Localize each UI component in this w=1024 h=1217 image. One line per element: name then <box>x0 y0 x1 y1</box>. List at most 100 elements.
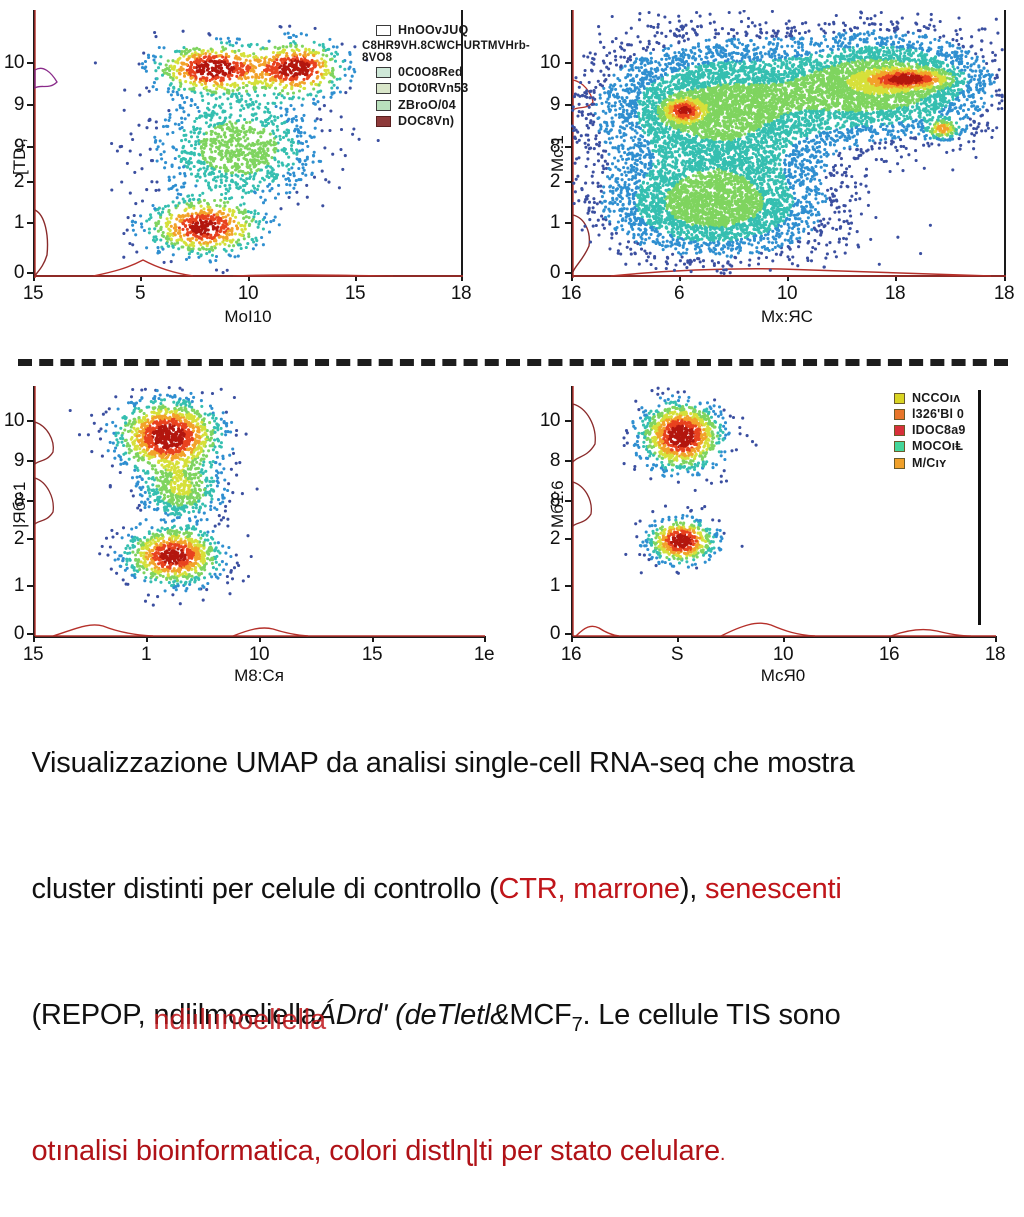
y-tick-label: 9 <box>13 450 25 471</box>
legend-item-label: 0C0O8Red <box>398 65 463 80</box>
x-tick <box>895 275 897 281</box>
y-tick-label: 10 <box>3 410 25 431</box>
density-scatter-cloud <box>33 10 461 275</box>
legend-item-label: IDOC8а9 <box>912 423 966 438</box>
x-tick <box>355 275 357 281</box>
caption-line2-text-b: ), <box>679 873 706 905</box>
density-scatter-cloud <box>571 10 1004 275</box>
legend-item[interactable]: DOt0RVn53 <box>376 82 530 95</box>
marginal-density-curves <box>572 386 996 637</box>
y-tick-label: 0 <box>13 623 25 644</box>
legend-item-label: NCCOıʌ <box>912 391 961 405</box>
y-tick-label: 10 <box>539 410 561 431</box>
y-tick-label: 1 <box>13 575 25 596</box>
legend-swatch <box>376 99 391 111</box>
y-tick <box>27 104 33 106</box>
x-tick-label: 16 <box>560 644 582 665</box>
caption-line3-garble2: ÁDrdʹ (deTletl& <box>316 999 510 1031</box>
panel-top-left: 10 9 9 2 1 0 [TD:; 15 5 10 15 18 MoI10 <box>0 0 530 345</box>
x-tick <box>33 275 35 281</box>
legend-top-left: HnOOvJUQ C8HR9VH.8CWCHURTMVHrb-8VO8 0C0O… <box>362 23 530 131</box>
y-tick-label: 9 <box>13 94 25 115</box>
y-tick <box>27 181 33 183</box>
x-tick-label: 18 <box>884 283 906 304</box>
x-tick <box>146 636 148 642</box>
x-tick-label: 18 <box>984 644 1006 665</box>
x-tick-label: 10 <box>237 283 259 304</box>
legend-divider <box>978 390 981 625</box>
x-tick-label: 16 <box>560 283 582 304</box>
y-tick <box>565 585 571 587</box>
y-tick <box>565 181 571 183</box>
y-tick <box>27 460 33 462</box>
y-tick-label: 8 <box>549 450 561 471</box>
legend-item[interactable]: M/Cıʏ <box>894 455 966 470</box>
legend-item[interactable]: NCCOıʌ <box>894 391 966 405</box>
x-tick <box>889 636 891 642</box>
legend-item[interactable]: MOCOıⱠ <box>894 440 966 453</box>
x-tick-label: 16 <box>878 644 900 665</box>
y-tick <box>27 272 33 274</box>
y-tick <box>27 538 33 540</box>
x-tick-label: 10 <box>772 644 794 665</box>
y-tick-label: 8 <box>549 490 561 511</box>
x-axis-title: Mх:ЯC <box>761 307 813 326</box>
y-axis-title: Mб1:6 <box>548 480 567 528</box>
caption-line3-mcf: MCF <box>509 999 572 1031</box>
y-tick <box>565 222 571 224</box>
legend-item[interactable]: l326'Bl 0 <box>894 407 966 422</box>
y-tick-label: 10 <box>539 52 561 73</box>
x-tick-label: 15 <box>22 644 44 665</box>
caption-red-ctr: CTR, marrone <box>498 873 681 905</box>
x-tick-label: 18 <box>993 283 1015 304</box>
legend-item[interactable]: ZBroO/04 <box>376 98 530 112</box>
legend-item-label: l326'Bl 0 <box>912 407 965 422</box>
x-tick-label: 1 <box>140 644 152 665</box>
legend-swatch <box>376 115 391 127</box>
y-axis-title: |Ябı-1 <box>10 481 29 528</box>
x-tick <box>248 275 250 281</box>
legend-swatch <box>376 25 391 37</box>
legend-swatch <box>894 409 905 421</box>
y-tick-label: 1 <box>13 212 25 233</box>
y-tick-label: 0 <box>549 623 561 644</box>
caption-garble-overlay: ndiılıınoeliella <box>153 1004 326 1036</box>
y-tick <box>27 420 33 422</box>
marginal-density-curves <box>572 10 1006 278</box>
density-scatter-cloud <box>571 386 996 636</box>
y-tick-label: 1 <box>549 212 561 233</box>
y-tick <box>27 62 33 64</box>
legend-item[interactable]: 0C0O8Red <box>376 66 530 79</box>
x-tick <box>140 275 142 281</box>
caption-line3-subscript: 7 <box>571 1013 583 1036</box>
y-tick <box>27 585 33 587</box>
y-tick <box>565 104 571 106</box>
x-tick-label: 15 <box>361 644 383 665</box>
y-tick-label: 9 <box>549 94 561 115</box>
caption-garbled-overlap: ndlilmoeliella ndiılıınoeliella <box>153 999 326 1036</box>
caption-line1-text: Visualizzazione UMAP da analisi single-c… <box>31 747 855 779</box>
legend-swatch <box>376 67 391 79</box>
y-tick-label: 2 <box>13 171 25 192</box>
legend-item[interactable]: DOC8Vn) <box>376 113 530 128</box>
legend-item-label: M/Cıʏ <box>912 455 947 470</box>
caption-line3-text: (REPOP, <box>31 999 154 1031</box>
marginal-density-curves <box>34 386 485 637</box>
y-axis-title: [TD:; <box>10 138 29 175</box>
y-tick-label: 9 <box>13 136 25 157</box>
panel-bottom-left: 10 9 8 2 1 0 |Ябı-1 15 1 10 15 1e M8:Cя <box>0 378 512 690</box>
x-tick <box>679 275 681 281</box>
caption-line-3: (REPOP, ndlilmoeliella ndiılıınoeliella ÁD… <box>0 952 1024 1088</box>
x-tick-label: 15 <box>22 283 44 304</box>
x-axis-title: McЯ0 <box>760 666 806 685</box>
y-tick <box>27 633 33 635</box>
legend-item-label: DOC8Vn) <box>398 113 455 128</box>
caption-red-senescenti: senescenti <box>705 873 842 905</box>
y-axis-line <box>33 386 35 636</box>
legend-swatch <box>894 425 905 437</box>
x-tick <box>484 636 486 642</box>
marginal-density-curves <box>34 10 463 278</box>
y-axis-title: Mc:1 <box>548 135 567 172</box>
y-tick <box>565 460 571 462</box>
legend-item[interactable]: IDOC8а9 <box>894 424 966 437</box>
